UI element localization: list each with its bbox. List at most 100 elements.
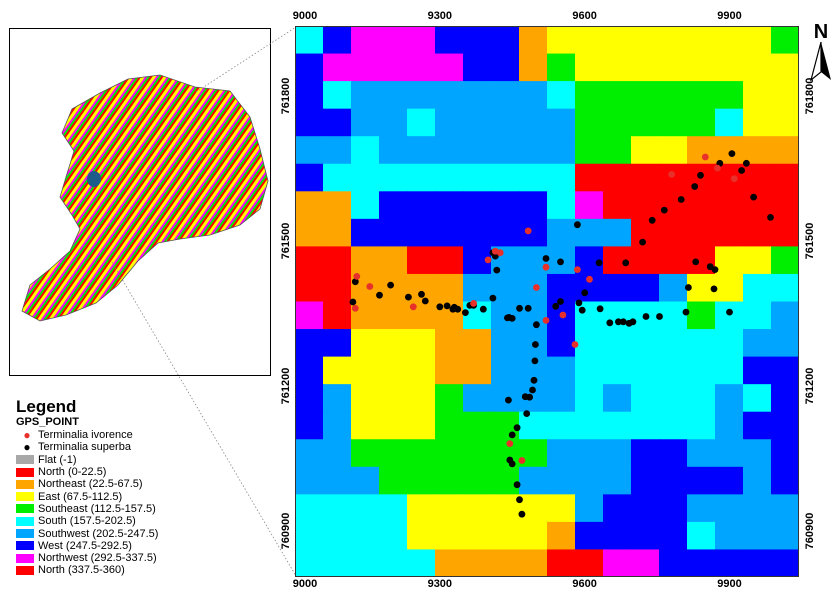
- red-dot-icon: ●: [23, 428, 31, 443]
- gps-point-ivorence: [668, 171, 675, 178]
- aspect-cell: [323, 81, 352, 110]
- aspect-raster: [295, 26, 799, 577]
- gps-point-superba: [656, 313, 663, 320]
- aspect-cell: [659, 439, 688, 468]
- aspect-cell: [295, 301, 324, 330]
- aspect-cell: [603, 26, 632, 55]
- aspect-cell: [715, 521, 744, 551]
- gps-point-ivorence: [586, 275, 593, 283]
- aspect-cell: [631, 356, 660, 385]
- aspect-cell: [379, 411, 408, 440]
- aspect-cell: [547, 384, 576, 413]
- aspect-cell: [379, 246, 408, 275]
- aspect-cell: [771, 521, 799, 551]
- north-arrow-icon: N: [807, 18, 831, 90]
- gps-point-superba: [349, 298, 357, 306]
- aspect-cell: [463, 384, 492, 413]
- gps-point-superba: [523, 410, 531, 417]
- legend-swatch: [16, 504, 34, 514]
- aspect-cell: [603, 356, 632, 385]
- aspect-cell: [407, 466, 436, 495]
- aspect-cell: [743, 273, 772, 303]
- aspect-cell: [407, 246, 436, 275]
- aspect-cell: [687, 108, 716, 137]
- aspect-cell: [547, 466, 576, 495]
- aspect-cell: [547, 81, 576, 110]
- gps-point-superba: [443, 302, 451, 310]
- gps-point-ivorence: [484, 256, 492, 264]
- legend-aspect-classes: Flat (-1) North (0-22.5) Northeast (22.5-6…: [16, 454, 266, 577]
- gps-point-superba: [697, 171, 704, 179]
- aspect-cell: [659, 356, 688, 385]
- aspect-cell: [659, 26, 688, 55]
- legend-class-label: Northeast (22.5-67.5): [38, 478, 143, 491]
- aspect-cell: [659, 466, 688, 495]
- aspect-cell: [687, 466, 716, 495]
- aspect-cell: [743, 108, 772, 137]
- aspect-cell: [603, 273, 632, 303]
- gps-point-superba: [521, 393, 529, 401]
- gps-point-superba: [504, 314, 511, 322]
- aspect-cell: [743, 81, 772, 110]
- legend-swatch: [16, 553, 34, 563]
- aspect-cell: [715, 136, 744, 165]
- gps-point-superba: [685, 284, 692, 291]
- legend-point-label: Terminalia ivorence: [38, 429, 133, 442]
- aspect-cell: [463, 411, 492, 440]
- x-tick-top: 9600: [572, 10, 597, 22]
- aspect-cell: [351, 26, 380, 55]
- aspect-cell: [715, 26, 744, 55]
- gps-point-superba: [738, 167, 745, 174]
- aspect-cell: [351, 494, 380, 523]
- gps-point-superba: [639, 238, 646, 246]
- gps-point-superba: [387, 281, 394, 289]
- aspect-cell: [407, 494, 436, 523]
- aspect-cell: [519, 246, 548, 275]
- aspect-cell: [575, 549, 604, 577]
- aspect-cell: [379, 81, 408, 110]
- aspect-cell: [603, 136, 632, 165]
- gps-point-superba: [710, 285, 718, 293]
- gps-point-ivorence: [353, 273, 361, 280]
- aspect-cell: [435, 521, 464, 551]
- aspect-cell: [491, 26, 520, 55]
- aspect-cell: [407, 191, 436, 220]
- aspect-cell: [715, 439, 744, 468]
- gps-point-superba: [531, 357, 539, 365]
- gps-point-superba: [491, 252, 499, 260]
- aspect-cell: [631, 411, 660, 440]
- gps-point-ivorence: [366, 283, 374, 290]
- aspect-cell: [687, 191, 716, 220]
- aspect-cell: [603, 411, 632, 440]
- aspect-cell: [575, 356, 604, 385]
- map-frame: [295, 26, 799, 577]
- aspect-cell: [491, 494, 520, 523]
- legend-class-row: Flat (-1): [16, 454, 266, 466]
- aspect-cell: [547, 356, 576, 385]
- x-tick-bottom: 9000: [292, 578, 318, 590]
- aspect-cell: [659, 108, 688, 137]
- aspect-cell: [295, 411, 324, 440]
- aspect-cell: [295, 384, 324, 413]
- gps-point-ivorence: [542, 317, 550, 324]
- gps-point-superba: [648, 216, 656, 224]
- y-tick-right: 761500: [804, 222, 816, 259]
- aspect-cell: [435, 108, 464, 137]
- gps-point-superba: [677, 196, 685, 203]
- gps-point-superba: [619, 318, 627, 326]
- aspect-cell: [603, 108, 632, 137]
- aspect-cell: [771, 301, 799, 330]
- legend-class-label: Flat (-1): [38, 453, 77, 466]
- aspect-cell: [351, 108, 380, 137]
- black-dot-icon: ●: [23, 440, 31, 455]
- x-tick-bottom: 9900: [717, 578, 742, 590]
- aspect-cell: [687, 26, 716, 55]
- aspect-cell: [659, 384, 688, 413]
- legend-layer-name: GPS_POINT: [16, 416, 79, 428]
- aspect-cell: [743, 466, 772, 495]
- aspect-cell: [323, 26, 352, 55]
- aspect-cell: [631, 329, 660, 358]
- aspect-cell: [575, 521, 604, 551]
- aspect-cell: [463, 356, 492, 385]
- gps-point-superba: [542, 255, 550, 262]
